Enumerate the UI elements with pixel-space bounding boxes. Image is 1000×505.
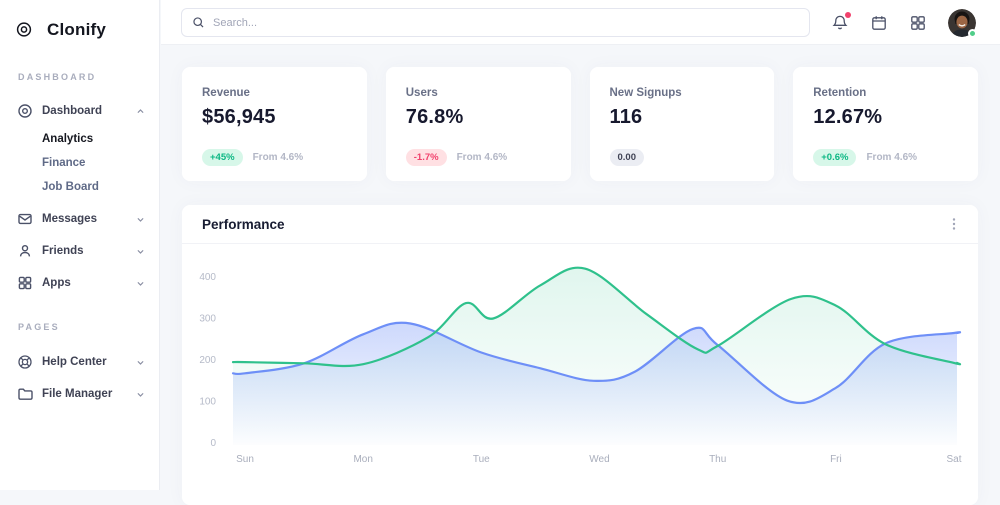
user-avatar[interactable] [948,8,977,38]
performance-chart-svg: 0 100 200 300 400 Sun Mon Tue Wed Thu Fri Sat [199,266,962,465]
x-axis-label: Mon [353,454,372,465]
stat-value: 76.8% [405,106,464,128]
stat-badge: 0.00 [609,148,644,166]
sidebar-item-help-center[interactable]: Help Center [0,346,159,378]
sidebar-item-label: Messages [42,213,97,225]
sidebar-subitem-job-board[interactable]: Job Board [42,181,99,193]
sidebar-item-apps[interactable]: Apps [0,267,159,299]
performance-header: Performance [182,205,978,244]
stat-note: From 4.6% [866,151,918,163]
stat-title: Revenue [202,87,250,99]
y-axis-label: 400 [199,272,216,283]
disc-icon [18,104,32,118]
stat-note: From 4.6% [456,151,508,163]
chevron-down-icon [137,360,144,365]
calendar-button[interactable] [870,14,888,32]
chevron-down-icon [137,249,144,254]
sidebar-item-label: Help Center [42,356,107,368]
person-icon [19,244,31,257]
y-axis-label: 200 [199,355,216,366]
search-input[interactable] [213,16,799,29]
chevron-up-icon [137,108,144,113]
sidebar-section-pages: PAGES [18,322,60,332]
avatar-image [948,8,976,37]
search-box[interactable] [181,8,810,37]
x-axis-label: Sun [236,454,254,465]
stat-card-new-signups: New Signups 116 0.00 [589,67,775,181]
stat-value: 116 [609,106,643,128]
sidebar-subitem-analytics[interactable]: Analytics [42,133,94,145]
y-axis-label: 100 [199,397,216,408]
chevron-down-icon [137,217,144,222]
chevron-down-icon [137,392,144,397]
clonify-logo-icon [16,22,32,37]
notification-dot [845,11,851,18]
topbar [161,0,1000,45]
performance-title: Performance [202,216,285,232]
lifebuoy-icon [18,355,32,369]
sidebar-item-label: File Manager [42,388,113,400]
stat-title: Users [405,87,438,99]
x-axis-label: Fri [830,454,842,465]
stat-value: $56,945 [202,106,276,128]
sidebar-item-messages[interactable]: Messages [0,203,159,235]
sidebar: Clonify DASHBOARD Dashboard Analytics Fi… [0,0,160,490]
stat-card-users: Users 76.8% -1.7% From 4.6% [385,67,571,181]
topbar-actions [831,0,977,45]
stat-note: From 4.6% [252,151,304,163]
brand-name: Clonify [47,19,107,39]
x-axis-label: Sat [946,454,961,465]
stat-card-retention: Retention 12.67% +0.6% From 4.6% [793,67,978,181]
blue-series-line [231,321,962,405]
dashboard-submenu: Analytics Finance Job Board [0,127,159,199]
chevron-down-icon [137,281,144,286]
folder-icon [18,388,33,400]
stat-title: New Signups [609,87,682,99]
calendar-icon [872,15,886,30]
grid-icon [18,276,32,290]
sidebar-item-friends[interactable]: Friends [0,235,159,267]
x-axis-label: Tue [473,454,490,465]
sidebar-item-label: Dashboard [42,105,103,117]
online-status-dot [968,28,977,38]
blue-series-area [233,322,961,445]
sidebar-item-label: Friends [42,245,84,257]
x-axis-label: Thu [709,454,726,465]
stat-badge: +45% [202,148,243,166]
kebab-menu-icon [952,218,956,230]
notifications-button[interactable] [831,11,851,32]
sidebar-section-dashboard: DASHBOARD [18,72,97,82]
stats-row: Revenue $56,945 +45% From 4.6% Users 76.… [182,67,978,181]
sidebar-subitem-finance[interactable]: Finance [42,157,86,169]
stat-badge: +0.6% [813,148,857,166]
stat-value: 12.67% [813,106,883,128]
y-axis-label: 300 [199,314,216,325]
brand-logo[interactable]: Clonify [0,0,159,45]
search-icon [193,17,204,28]
y-axis-label: 0 [210,438,216,449]
x-axis-label: Wed [589,454,609,465]
apps-button[interactable] [909,14,927,32]
stat-card-revenue: Revenue $56,945 +45% From 4.6% [182,67,367,181]
performance-menu-button[interactable] [942,212,966,236]
bell-icon [832,15,848,29]
sidebar-item-label: Apps [42,277,71,289]
envelope-icon [18,213,32,225]
stat-badge: -1.7% [405,148,447,166]
green-series-line [231,266,962,368]
stat-title: Retention [813,87,867,99]
performance-card: Performance 0 100 200 300 400 Sun Mon Tue Wed Thu… [182,205,978,505]
apps-grid-icon [911,15,925,30]
sidebar-item-file-manager[interactable]: File Manager [0,378,159,410]
sidebar-item-dashboard[interactable]: Dashboard [0,95,159,127]
